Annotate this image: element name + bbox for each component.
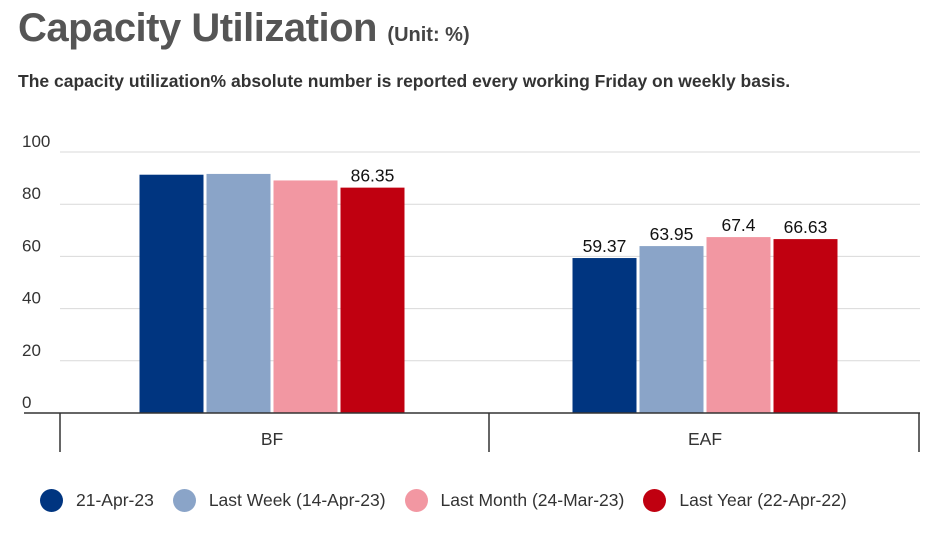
legend-swatch xyxy=(172,489,196,512)
data-label: 86.35 xyxy=(351,166,395,186)
legend-swatch xyxy=(404,489,428,512)
data-label: 63.95 xyxy=(650,224,694,244)
bar xyxy=(273,180,338,413)
legend-label: Last Month (24-Mar-23) xyxy=(440,490,625,510)
chart-title: Capacity Utilization xyxy=(18,6,377,50)
legend-item: Last Month (24-Mar-23) xyxy=(404,489,625,512)
data-label: 66.63 xyxy=(784,217,828,237)
chart-unit: (Unit: %) xyxy=(387,24,470,46)
bar xyxy=(639,246,704,413)
x-tick-label: BF xyxy=(261,429,283,449)
data-label: 67.4 xyxy=(721,215,755,235)
bar-chart: 0 20 40 60 80 100 86.35 59.37 63.95 67.4 66.63 BF EA… xyxy=(22,132,920,452)
bar xyxy=(773,239,838,413)
legend-item: 21-Apr-23 xyxy=(40,489,154,512)
legend-label: 21-Apr-23 xyxy=(76,490,154,510)
legend-swatch xyxy=(40,489,63,512)
bar xyxy=(572,258,637,413)
data-label: 59.37 xyxy=(583,236,627,256)
legend-label: Last Year (22-Apr-22) xyxy=(679,490,847,510)
bar xyxy=(340,187,405,413)
legend-label: Last Week (14-Apr-23) xyxy=(208,490,386,510)
legend-swatch xyxy=(643,489,667,512)
y-tick-label: 40 xyxy=(22,289,41,308)
y-tick-label: 20 xyxy=(22,341,41,360)
bar xyxy=(706,237,771,413)
x-tick-label: EAF xyxy=(688,429,722,449)
y-tick-label: 100 xyxy=(22,132,50,151)
bar xyxy=(206,173,271,413)
chart-legend: 21-Apr-23 Last Week (14-Apr-23) Last Month… xyxy=(40,489,866,512)
chart-title-row: Capacity Utilization (Unit: %) xyxy=(18,6,470,51)
y-tick-label: 0 xyxy=(22,393,31,412)
legend-item: Last Week (14-Apr-23) xyxy=(172,489,386,512)
y-tick-label: 60 xyxy=(22,236,41,255)
bar xyxy=(139,174,204,413)
y-tick-label: 80 xyxy=(22,184,41,203)
chart-subtitle: The capacity utilization% absolute numbe… xyxy=(18,71,791,91)
legend-item: Last Year (22-Apr-22) xyxy=(643,489,847,512)
